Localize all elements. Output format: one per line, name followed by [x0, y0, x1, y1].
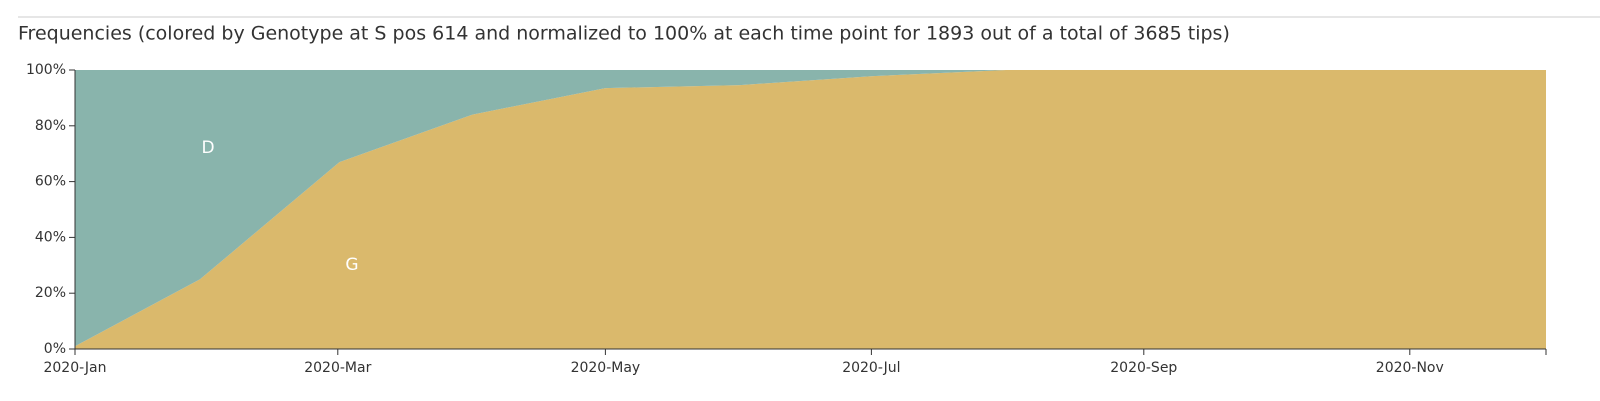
y-tick-label: 20% — [35, 285, 66, 301]
area-d — [75, 70, 1546, 347]
y-tick-label: 40% — [35, 229, 66, 245]
x-tick-label: 2020-Jul — [842, 360, 900, 376]
y-tick-label: 80% — [35, 118, 66, 134]
y-tick-label: 60% — [35, 174, 66, 190]
x-tick-label: 2020-May — [571, 360, 641, 376]
y-tick-label: 100% — [26, 62, 66, 78]
x-tick-label: 2020-Jan — [43, 360, 106, 376]
series-label: G — [345, 255, 358, 275]
x-tick-label: 2020-Mar — [304, 360, 371, 376]
y-tick-label: 0% — [44, 341, 66, 357]
area-g — [75, 70, 1546, 349]
x-tick-label: 2020-Nov — [1376, 360, 1444, 376]
x-tick-label: 2020-Sep — [1110, 360, 1177, 376]
series-label: D — [201, 138, 214, 158]
chart-title: Frequencies (colored by Genotype at S po… — [18, 23, 1230, 45]
